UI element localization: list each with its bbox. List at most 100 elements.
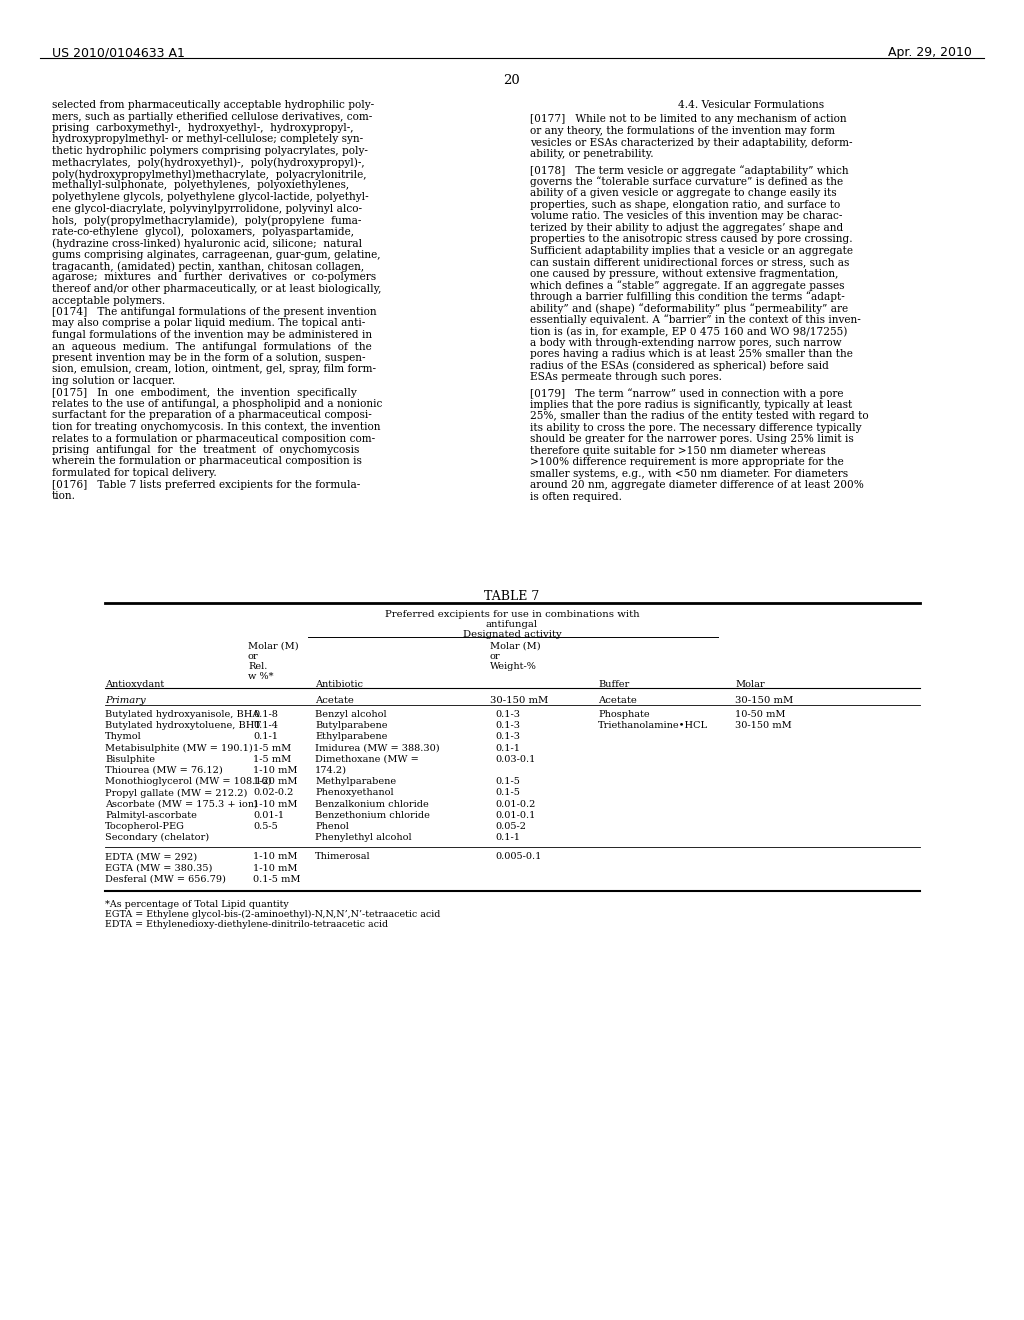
Text: Phenol: Phenol bbox=[315, 822, 349, 832]
Text: Methylparabene: Methylparabene bbox=[315, 777, 396, 787]
Text: 0.1-5 mM: 0.1-5 mM bbox=[253, 875, 300, 884]
Text: 0.1-8: 0.1-8 bbox=[253, 710, 278, 719]
Text: Designated activity: Designated activity bbox=[463, 630, 561, 639]
Text: polyethylene glycols, polyethylene glycol-lactide, polyethyl-: polyethylene glycols, polyethylene glyco… bbox=[52, 191, 369, 202]
Text: [0174]   The antifungal formulations of the present invention: [0174] The antifungal formulations of th… bbox=[52, 308, 377, 317]
Text: Molar: Molar bbox=[735, 680, 765, 689]
Text: Phosphate: Phosphate bbox=[598, 710, 649, 719]
Text: 1-10 mM: 1-10 mM bbox=[253, 853, 298, 862]
Text: its ability to cross the pore. The necessary difference typically: its ability to cross the pore. The neces… bbox=[530, 422, 861, 433]
Text: formulated for topical delivery.: formulated for topical delivery. bbox=[52, 469, 217, 478]
Text: [0179]   The term “narrow” used in connection with a pore: [0179] The term “narrow” used in connect… bbox=[530, 388, 844, 399]
Text: Ascorbate (MW = 175.3 + ion): Ascorbate (MW = 175.3 + ion) bbox=[105, 800, 258, 809]
Text: Imidurea (MW = 388.30): Imidurea (MW = 388.30) bbox=[315, 743, 439, 752]
Text: fungal formulations of the invention may be administered in: fungal formulations of the invention may… bbox=[52, 330, 372, 341]
Text: Tocopherol-PEG: Tocopherol-PEG bbox=[105, 822, 185, 832]
Text: 10-50 mM: 10-50 mM bbox=[735, 710, 785, 719]
Text: hols,  poly(propylmethacrylamide),  poly(propylene  fuma-: hols, poly(propylmethacrylamide), poly(p… bbox=[52, 215, 361, 226]
Text: Benzalkonium chloride: Benzalkonium chloride bbox=[315, 800, 429, 809]
Text: ability, or penetrability.: ability, or penetrability. bbox=[530, 149, 653, 158]
Text: present invention may be in the form of a solution, suspen-: present invention may be in the form of … bbox=[52, 352, 366, 363]
Text: 0.02-0.2: 0.02-0.2 bbox=[253, 788, 293, 797]
Text: 4.4. Vesicular Formulations: 4.4. Vesicular Formulations bbox=[678, 100, 824, 110]
Text: Molar (M): Molar (M) bbox=[248, 642, 299, 651]
Text: tragacanth, (amidated) pectin, xanthan, chitosan collagen,: tragacanth, (amidated) pectin, xanthan, … bbox=[52, 261, 365, 272]
Text: [0178]   The term vesicle or aggregate “adaptability” which: [0178] The term vesicle or aggregate “ad… bbox=[530, 165, 849, 176]
Text: 0.1-1: 0.1-1 bbox=[253, 733, 278, 742]
Text: US 2010/0104633 A1: US 2010/0104633 A1 bbox=[52, 46, 185, 59]
Text: mers, such as partially etherified cellulose derivatives, com-: mers, such as partially etherified cellu… bbox=[52, 111, 373, 121]
Text: Antioxydant: Antioxydant bbox=[105, 680, 164, 689]
Text: prising  antifungal  for  the  treatment  of  onychomycosis: prising antifungal for the treatment of … bbox=[52, 445, 359, 455]
Text: 0.1-3: 0.1-3 bbox=[495, 721, 520, 730]
Text: or any theory, the formulations of the invention may form: or any theory, the formulations of the i… bbox=[530, 125, 835, 136]
Text: methacrylates,  poly(hydroxyethyl)-,  poly(hydroxypropyl)-,: methacrylates, poly(hydroxyethyl)-, poly… bbox=[52, 157, 365, 168]
Text: around 20 nm, aggregate diameter difference of at least 200%: around 20 nm, aggregate diameter differe… bbox=[530, 480, 864, 490]
Text: ability” and (shape) “deformability” plus “permeability” are: ability” and (shape) “deformability” plu… bbox=[530, 304, 848, 314]
Text: Thimerosal: Thimerosal bbox=[315, 853, 371, 862]
Text: EGTA (MW = 380.35): EGTA (MW = 380.35) bbox=[105, 863, 212, 873]
Text: Bisulphite: Bisulphite bbox=[105, 755, 155, 764]
Text: Benzethonium chloride: Benzethonium chloride bbox=[315, 810, 430, 820]
Text: tion.: tion. bbox=[52, 491, 76, 502]
Text: 0.1-5: 0.1-5 bbox=[495, 788, 520, 797]
Text: thetic hydrophilic polymers comprising polyacrylates, poly-: thetic hydrophilic polymers comprising p… bbox=[52, 147, 368, 156]
Text: vesicles or ESAs characterized by their adaptability, deform-: vesicles or ESAs characterized by their … bbox=[530, 137, 853, 148]
Text: 25%, smaller than the radius of the entity tested with regard to: 25%, smaller than the radius of the enti… bbox=[530, 412, 868, 421]
Text: relates to a formulation or pharmaceutical composition com-: relates to a formulation or pharmaceutic… bbox=[52, 433, 375, 444]
Text: hydroxypropylmethyl- or methyl-cellulose; completely syn-: hydroxypropylmethyl- or methyl-cellulose… bbox=[52, 135, 364, 144]
Text: Weight-%: Weight-% bbox=[490, 663, 537, 671]
Text: Thymol: Thymol bbox=[105, 733, 141, 742]
Text: ing solution or lacquer.: ing solution or lacquer. bbox=[52, 376, 175, 385]
Text: gums comprising alginates, carrageenan, guar-gum, gelatine,: gums comprising alginates, carrageenan, … bbox=[52, 249, 381, 260]
Text: one caused by pressure, without extensive fragmentation,: one caused by pressure, without extensiv… bbox=[530, 268, 839, 279]
Text: 0.5-5: 0.5-5 bbox=[253, 822, 278, 832]
Text: 0.01-1: 0.01-1 bbox=[253, 810, 284, 820]
Text: or: or bbox=[490, 652, 501, 661]
Text: [0175]   In  one  embodiment,  the  invention  specifically: [0175] In one embodiment, the invention … bbox=[52, 388, 356, 397]
Text: pores having a radius which is at least 25% smaller than the: pores having a radius which is at least … bbox=[530, 348, 853, 359]
Text: w %*: w %* bbox=[248, 672, 273, 681]
Text: 0.1-1: 0.1-1 bbox=[495, 743, 520, 752]
Text: properties to the anisotropic stress caused by pore crossing.: properties to the anisotropic stress cau… bbox=[530, 234, 853, 244]
Text: 30-150 mM: 30-150 mM bbox=[735, 696, 794, 705]
Text: sion, emulsion, cream, lotion, ointment, gel, spray, film form-: sion, emulsion, cream, lotion, ointment,… bbox=[52, 364, 376, 375]
Text: can sustain different unidirectional forces or stress, such as: can sustain different unidirectional for… bbox=[530, 257, 849, 267]
Text: 1-10 mM: 1-10 mM bbox=[253, 800, 298, 809]
Text: Dimethoxane (MW =: Dimethoxane (MW = bbox=[315, 755, 419, 764]
Text: Sufficient adaptability implies that a vesicle or an aggregate: Sufficient adaptability implies that a v… bbox=[530, 246, 853, 256]
Text: Phenylethyl alcohol: Phenylethyl alcohol bbox=[315, 833, 412, 842]
Text: wherein the formulation or pharmaceutical composition is: wherein the formulation or pharmaceutica… bbox=[52, 457, 361, 466]
Text: agarose;  mixtures  and  further  derivatives  or  co-polymers: agarose; mixtures and further derivative… bbox=[52, 272, 376, 282]
Text: 0.1-3: 0.1-3 bbox=[495, 710, 520, 719]
Text: surfactant for the preparation of a pharmaceutical composi-: surfactant for the preparation of a phar… bbox=[52, 411, 372, 421]
Text: terized by their ability to adjust the aggregates’ shape and: terized by their ability to adjust the a… bbox=[530, 223, 843, 232]
Text: ene glycol-diacrylate, polyvinylpyrrolidone, polyvinyl alco-: ene glycol-diacrylate, polyvinylpyrrolid… bbox=[52, 203, 362, 214]
Text: essentially equivalent. A “barrier” in the context of this inven-: essentially equivalent. A “barrier” in t… bbox=[530, 314, 861, 326]
Text: Butylated hydroxytoluene, BHT: Butylated hydroxytoluene, BHT bbox=[105, 721, 261, 730]
Text: ESAs permeate through such pores.: ESAs permeate through such pores. bbox=[530, 372, 722, 381]
Text: 0.1-4: 0.1-4 bbox=[253, 721, 278, 730]
Text: 1-20 mM: 1-20 mM bbox=[253, 777, 298, 787]
Text: 0.01-0.2: 0.01-0.2 bbox=[495, 800, 536, 809]
Text: therefore quite suitable for >150 nm diameter whereas: therefore quite suitable for >150 nm dia… bbox=[530, 446, 825, 455]
Text: Phenoxyethanol: Phenoxyethanol bbox=[315, 788, 393, 797]
Text: (hydrazine cross-linked) hyaluronic acid, silicone;  natural: (hydrazine cross-linked) hyaluronic acid… bbox=[52, 238, 362, 248]
Text: 30-150 mM: 30-150 mM bbox=[490, 696, 548, 705]
Text: Propyl gallate (MW = 212.2): Propyl gallate (MW = 212.2) bbox=[105, 788, 248, 797]
Text: 0.01-0.1: 0.01-0.1 bbox=[495, 810, 536, 820]
Text: methallyl-sulphonate,  polyethylenes,  polyoxiethylenes,: methallyl-sulphonate, polyethylenes, pol… bbox=[52, 181, 349, 190]
Text: prising  carboxymethyl-,  hydroxyethyl-,  hydroxypropyl-,: prising carboxymethyl-, hydroxyethyl-, h… bbox=[52, 123, 353, 133]
Text: thereof and/or other pharmaceutically, or at least biologically,: thereof and/or other pharmaceutically, o… bbox=[52, 284, 381, 294]
Text: or: or bbox=[248, 652, 259, 661]
Text: 1-10 mM: 1-10 mM bbox=[253, 766, 298, 775]
Text: radius of the ESAs (considered as spherical) before said: radius of the ESAs (considered as spheri… bbox=[530, 360, 828, 371]
Text: Acetate: Acetate bbox=[598, 696, 637, 705]
Text: Preferred excipients for use in combinations with: Preferred excipients for use in combinat… bbox=[385, 610, 639, 619]
Text: 0.1-3: 0.1-3 bbox=[495, 733, 520, 742]
Text: [0177]   While not to be limited to any mechanism of action: [0177] While not to be limited to any me… bbox=[530, 115, 847, 124]
Text: 0.1-5: 0.1-5 bbox=[495, 777, 520, 787]
Text: relates to the use of antifungal, a phospholipid and a nonionic: relates to the use of antifungal, a phos… bbox=[52, 399, 382, 409]
Text: EDTA = Ethylenedioxy-diethylene-dinitrilo-tetraacetic acid: EDTA = Ethylenedioxy-diethylene-dinitril… bbox=[105, 920, 388, 929]
Text: Butylated hydroxyanisole, BHA: Butylated hydroxyanisole, BHA bbox=[105, 710, 259, 719]
